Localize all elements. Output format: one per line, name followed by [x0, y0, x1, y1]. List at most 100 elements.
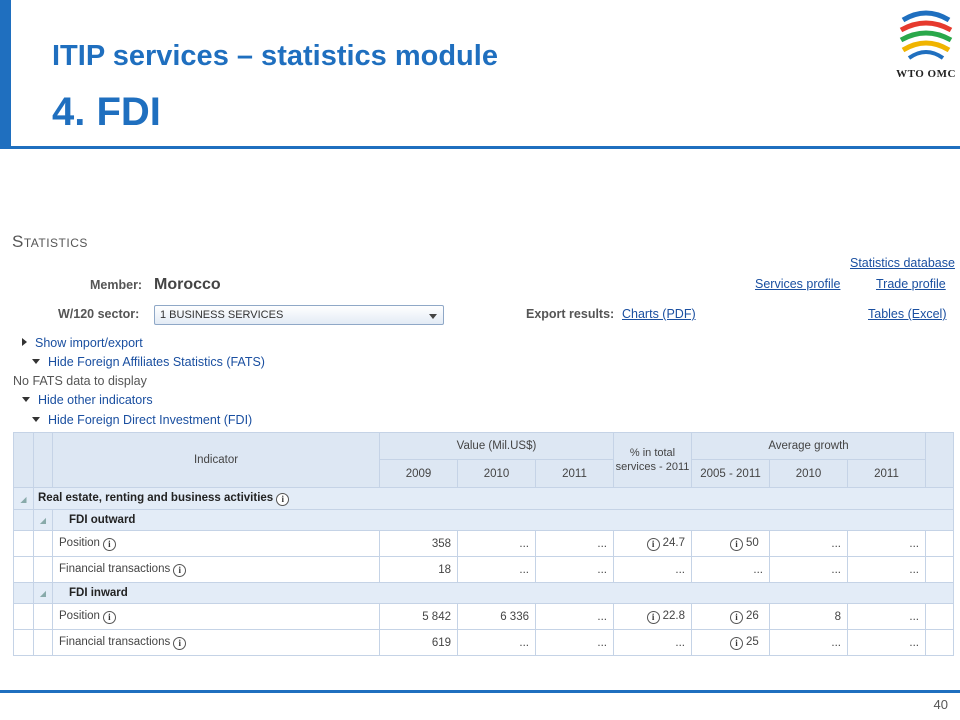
cell-pct: ...: [613, 556, 692, 583]
chevron-down-icon: [429, 314, 437, 319]
cell-pct: i 24.7: [613, 530, 692, 557]
group-row[interactable]: ◢ FDI inward: [13, 582, 955, 604]
cell-value: 619: [379, 629, 458, 656]
cell-value: ...: [846, 603, 927, 630]
show-import-export-toggle[interactable]: Show import/export: [22, 336, 143, 350]
table-row: Financial transactions i 18 ... ... ... .…: [13, 556, 955, 583]
sector-label: W/120 sector:: [58, 307, 140, 321]
cell-value: 358: [379, 530, 458, 557]
header-growth-group: Average growth: [690, 432, 927, 460]
wto-globe-icon: [899, 10, 953, 60]
cell-value: ...: [846, 556, 927, 583]
header-divider: [0, 146, 960, 149]
triangle-down-icon: [22, 397, 30, 402]
cell-pct: i 22.8: [613, 603, 692, 630]
cell-value: ...: [769, 530, 848, 557]
footer-divider: [0, 690, 960, 693]
show-import-export-label: Show import/export: [35, 336, 143, 350]
info-icon[interactable]: i: [173, 563, 187, 577]
sector-select[interactable]: 1 BUSINESS SERVICES: [154, 305, 444, 325]
cell-value: ...: [535, 556, 614, 583]
left-accent-bar: [0, 0, 11, 148]
row-label: Position i: [52, 603, 380, 630]
hide-fats-label: Hide Foreign Affiliates Statistics (FATS…: [48, 355, 265, 369]
header-indicator: Indicator: [52, 432, 380, 488]
section-title: Real estate, renting and business activi…: [38, 491, 274, 504]
cell-value: ...: [846, 629, 927, 656]
header-expander-col2: [33, 432, 53, 488]
header-year-2010: 2010: [457, 459, 536, 488]
cell-value: ...: [535, 530, 614, 557]
group-row[interactable]: ◢ FDI outward: [13, 509, 955, 531]
info-icon[interactable]: i: [730, 636, 743, 650]
group-label-fdi-inward: FDI inward: [51, 582, 955, 604]
info-icon[interactable]: i: [173, 636, 187, 650]
services-profile-link[interactable]: Services profile: [755, 277, 841, 291]
no-fats-message: No FATS data to display: [13, 374, 147, 388]
cell-growth: i 25: [691, 629, 770, 656]
wto-logo: WTO OMC: [893, 2, 959, 82]
statistics-database-link[interactable]: Statistics database: [850, 256, 955, 270]
row-label: Position i: [52, 530, 380, 557]
page-number: 40: [933, 697, 948, 712]
cell-value: ...: [457, 629, 536, 656]
slide-title: ITIP services – statistics module: [52, 40, 498, 72]
hide-fdi-toggle[interactable]: Hide Foreign Direct Investment (FDI): [32, 413, 252, 427]
info-icon[interactable]: i: [730, 610, 743, 624]
hide-fdi-label: Hide Foreign Direct Investment (FDI): [48, 413, 253, 427]
cell-value: 5 842: [379, 603, 458, 630]
row-label: Financial transactions i: [52, 556, 380, 583]
header-growth-2005-2011: 2005 - 2011: [691, 459, 770, 488]
sector-select-value: 1 BUSINESS SERVICES: [160, 309, 284, 321]
header-value-group: Value (Mil.US$): [379, 432, 614, 460]
collapse-icon[interactable]: ◢: [13, 487, 34, 510]
header-expander-col: [13, 432, 34, 488]
cell-value: 8: [769, 603, 848, 630]
header-scroll-col: [925, 432, 955, 488]
member-value: Morocco: [154, 276, 221, 293]
tables-excel-link[interactable]: Tables (Excel): [868, 307, 947, 321]
cell-value: 18: [379, 556, 458, 583]
hide-other-label: Hide other indicators: [38, 393, 153, 407]
logo-text: WTO OMC: [896, 68, 956, 80]
info-icon[interactable]: i: [102, 610, 116, 624]
cell-value: ...: [846, 530, 927, 557]
section-label: Real estate, renting and business activi…: [32, 487, 955, 510]
info-icon[interactable]: i: [730, 537, 743, 551]
header-growth-2010: 2010: [769, 459, 848, 488]
header-year-2009: 2009: [379, 459, 458, 488]
cell-value: 6 336: [457, 603, 536, 630]
table-row: Position i 358 ... ... i 24.7 i 50 ... ...: [13, 530, 955, 557]
info-icon[interactable]: i: [102, 537, 116, 551]
group-label-fdi-outward: FDI outward: [51, 509, 955, 531]
header-growth-2011: 2011: [846, 459, 927, 488]
info-icon[interactable]: i: [646, 537, 660, 551]
cell-value: ...: [457, 530, 536, 557]
slide-subtitle: 4. FDI: [52, 90, 161, 134]
collapse-icon[interactable]: ◢: [33, 582, 53, 604]
export-label: Export results:: [526, 307, 615, 321]
hide-other-indicators-toggle[interactable]: Hide other indicators: [22, 393, 153, 407]
header-pct-total: % in total services - 2011: [613, 432, 692, 488]
cell-pct: ...: [613, 629, 692, 656]
charts-pdf-link[interactable]: Charts (PDF): [622, 307, 696, 321]
cell-growth: i 26: [691, 603, 770, 630]
collapse-icon[interactable]: ◢: [33, 509, 53, 531]
cell-value: ...: [457, 556, 536, 583]
section-row[interactable]: ◢ Real estate, renting and business acti…: [13, 487, 955, 510]
member-label: Member:: [90, 278, 143, 292]
info-icon[interactable]: i: [276, 492, 290, 506]
header-year-2011: 2011: [535, 459, 614, 488]
trade-profile-link[interactable]: Trade profile: [876, 277, 946, 291]
table-row: Position i 5 842 6 336 ... i 22.8 i 26 8 ..…: [13, 603, 955, 630]
statistics-heading: Statistics: [12, 232, 88, 251]
fdi-table: Indicator Value (Mil.US$) % in total ser…: [13, 432, 955, 656]
triangle-right-icon: [22, 338, 27, 346]
info-icon[interactable]: i: [646, 610, 660, 624]
cell-value: ...: [769, 556, 848, 583]
cell-value: ...: [535, 603, 614, 630]
cell-value: ...: [769, 629, 848, 656]
triangle-down-icon: [32, 359, 40, 364]
hide-fats-toggle[interactable]: Hide Foreign Affiliates Statistics (FATS…: [32, 355, 265, 369]
triangle-down-icon: [32, 417, 40, 422]
